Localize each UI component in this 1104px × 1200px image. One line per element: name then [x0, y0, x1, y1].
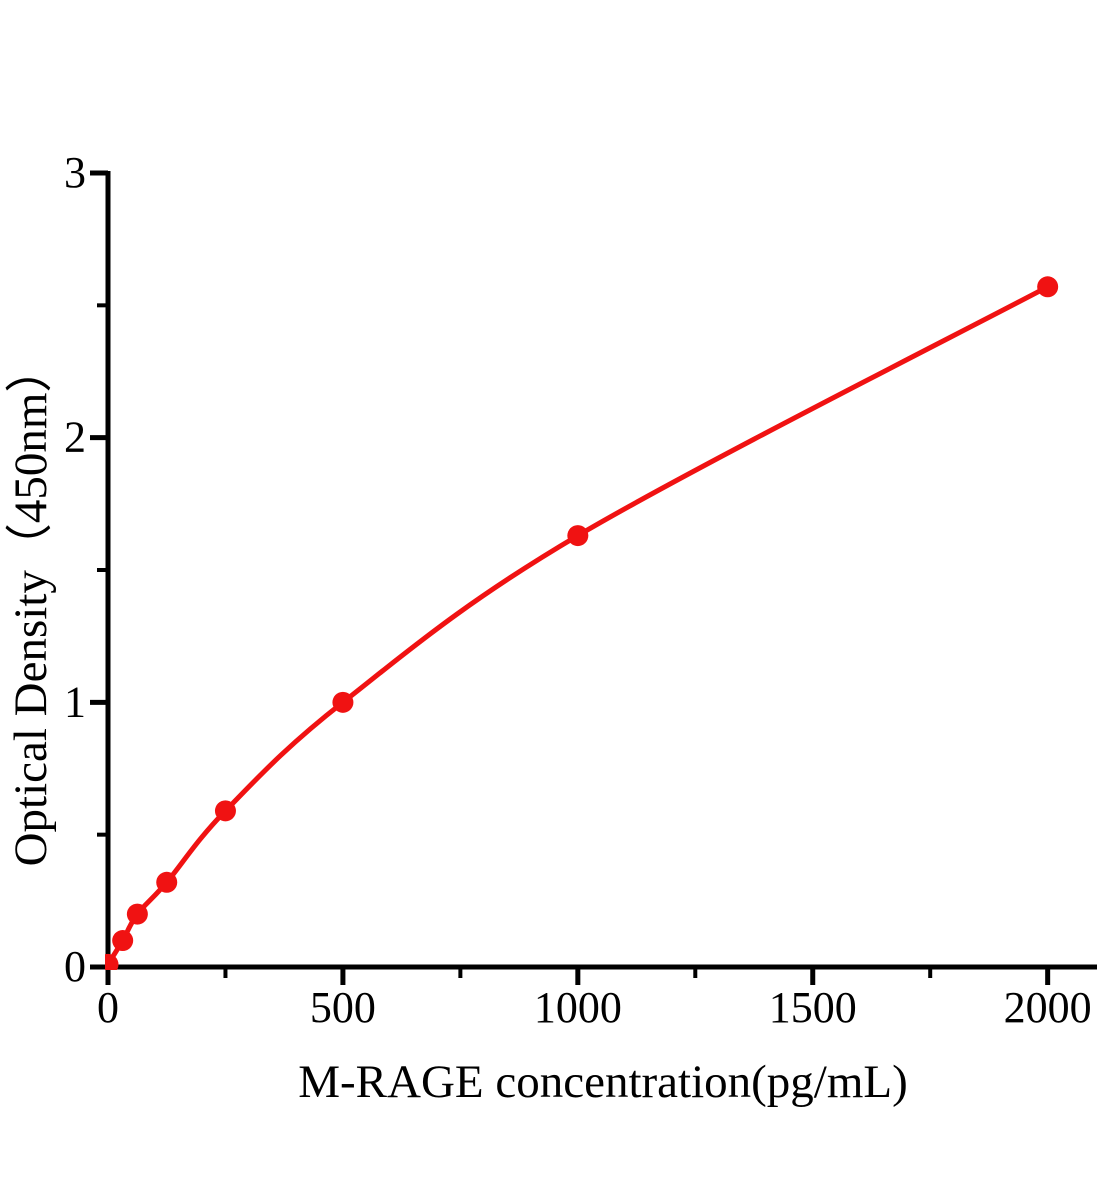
data-point-marker: [156, 871, 178, 893]
axes: 0 500 1000 1500 2000 0 1 2 3: [64, 148, 1097, 1032]
x-tick-label: 0: [97, 983, 119, 1032]
y-tick-label: 0: [64, 942, 86, 991]
data-point-marker: [126, 903, 148, 925]
y-tick-label: 2: [64, 413, 86, 462]
standard-curve-line: [105, 284, 1051, 967]
x-axis-title: M-RAGE concentration(pg/mL): [298, 1056, 908, 1108]
data-point-marker: [332, 691, 354, 713]
data-point-marker: [1037, 276, 1059, 298]
data-point-marker: [112, 930, 134, 952]
x-tick-label: 500: [310, 983, 376, 1032]
data-series-m-rage: [105, 284, 1051, 967]
y-tick-label: 3: [64, 148, 86, 197]
x-tick-label: 1000: [534, 983, 622, 1032]
data-point-marker: [214, 800, 236, 822]
x-tick-label: 1500: [769, 983, 857, 1032]
y-tick-label: 1: [64, 677, 86, 726]
x-tick-label: 2000: [1004, 983, 1092, 1032]
data-point-marker: [105, 953, 119, 970]
data-point-marker: [567, 525, 589, 547]
data-markers: [105, 276, 1059, 970]
y-axis-title: Optical Density（450nm）: [5, 346, 57, 867]
